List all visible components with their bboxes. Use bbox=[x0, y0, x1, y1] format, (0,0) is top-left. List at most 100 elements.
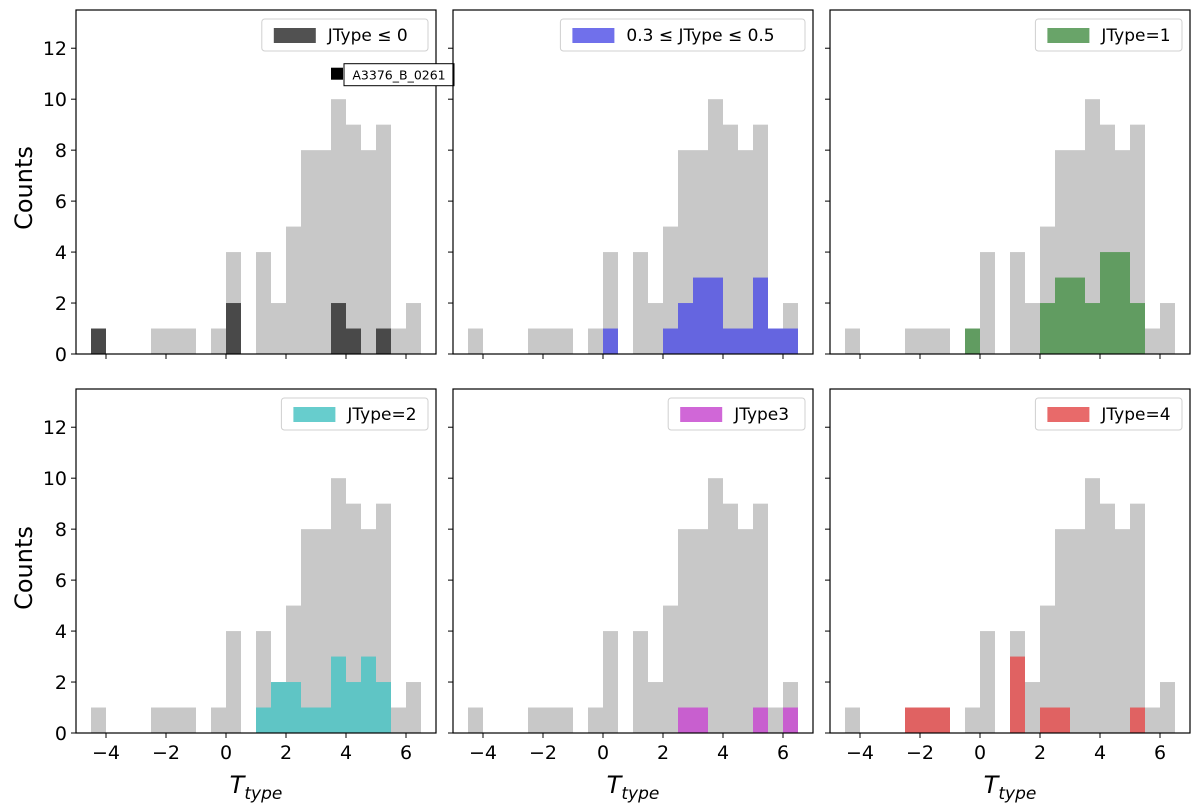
background-bar bbox=[151, 707, 166, 733]
subset-bar bbox=[1010, 656, 1025, 733]
panel-6: −4 −2 0 2 4 6 Ttype JType=4 bbox=[825, 388, 1191, 804]
panel-1: 0 2 4 6 8 10 12 JType ≤ 0 A3376_B_0261 bbox=[43, 9, 455, 366]
x-tick-label: 6 bbox=[1154, 742, 1166, 764]
background-bar bbox=[648, 682, 663, 733]
background-bar bbox=[603, 631, 618, 733]
subset-bar bbox=[678, 303, 693, 354]
background-bar bbox=[331, 99, 346, 355]
background-bar bbox=[376, 124, 391, 355]
ylabel-bottom: Counts bbox=[10, 526, 38, 610]
legend-swatch bbox=[572, 28, 615, 43]
y-tick-label: 2 bbox=[55, 672, 67, 694]
subset-bar bbox=[1130, 707, 1145, 733]
background-bar bbox=[1070, 529, 1085, 733]
background-bar bbox=[633, 252, 648, 354]
subset-bar bbox=[965, 328, 980, 354]
background-bar bbox=[1145, 328, 1160, 354]
subset-bar bbox=[286, 682, 301, 733]
annotation-marker bbox=[331, 67, 343, 80]
subset-bar bbox=[753, 277, 768, 354]
background-bar bbox=[406, 303, 421, 354]
x-axis-label-main: T bbox=[607, 771, 624, 799]
background-bar bbox=[588, 328, 603, 354]
background-bar bbox=[768, 707, 783, 733]
legend-label: JType=2 bbox=[346, 405, 416, 425]
subset-bar bbox=[1085, 303, 1100, 354]
subset-bar bbox=[1040, 707, 1055, 733]
x-axis-label: Ttype bbox=[607, 771, 660, 804]
subset-bar bbox=[226, 303, 241, 354]
background-bar bbox=[91, 707, 106, 733]
annotation-label: A3376_B_0261 bbox=[352, 68, 445, 83]
y-tick-label: 10 bbox=[43, 89, 67, 111]
x-axis-label: Ttype bbox=[230, 771, 283, 804]
background-bar bbox=[211, 707, 226, 733]
background-bar bbox=[271, 303, 286, 354]
axes-frame bbox=[75, 9, 437, 355]
x-tick-label: 2 bbox=[280, 742, 292, 764]
background-bar bbox=[468, 328, 483, 354]
subset-bar bbox=[738, 328, 753, 354]
panels-layer: 0 2 4 6 8 10 12 JType ≤ 0 A3376_B_0261 0.3 ≤ JTyp… bbox=[43, 9, 1191, 804]
x-tick-label: 0 bbox=[974, 742, 986, 764]
subset-bar bbox=[1115, 252, 1130, 354]
background-bar bbox=[391, 328, 406, 354]
axes-frame bbox=[829, 388, 1191, 734]
background-bar bbox=[543, 707, 558, 733]
x-axis-label: Ttype bbox=[984, 771, 1037, 804]
background-bar bbox=[543, 328, 558, 354]
y-tick-label: 2 bbox=[55, 293, 67, 315]
background-bar bbox=[376, 503, 391, 733]
y-tick-label: 10 bbox=[43, 468, 67, 490]
background-bar bbox=[678, 529, 693, 733]
y-tick-label: 6 bbox=[55, 191, 67, 213]
y-tick-label: 6 bbox=[55, 570, 67, 592]
axes-frame bbox=[75, 388, 437, 734]
background-bar bbox=[301, 150, 316, 354]
background-bar bbox=[935, 328, 950, 354]
background-bar bbox=[316, 150, 331, 354]
legend-label: JType=4 bbox=[1100, 405, 1170, 425]
panel-4: 0 2 4 6 8 10 12 −4 −2 0 2 4 6 Ttype JType=2 bbox=[43, 388, 437, 804]
subset-bar bbox=[783, 707, 798, 733]
background-bar bbox=[905, 328, 920, 354]
legend-swatch bbox=[680, 407, 723, 422]
background-bar bbox=[286, 226, 301, 354]
x-tick-label: 0 bbox=[597, 742, 609, 764]
background-bar bbox=[738, 150, 753, 354]
x-tick-label: 6 bbox=[400, 742, 412, 764]
subset-bar bbox=[1100, 252, 1115, 354]
y-tick-label: 4 bbox=[55, 242, 67, 264]
background-bar bbox=[920, 328, 935, 354]
subset-bar bbox=[678, 707, 693, 733]
background-bar bbox=[406, 682, 421, 733]
subset-bar bbox=[783, 328, 798, 354]
ylabel-top: Counts bbox=[10, 146, 38, 230]
axes-frame bbox=[452, 9, 814, 355]
background-bar bbox=[256, 252, 271, 354]
x-tick-label: −2 bbox=[906, 742, 934, 764]
x-tick-label: 0 bbox=[220, 742, 232, 764]
x-tick-label: −2 bbox=[152, 742, 180, 764]
subset-bar bbox=[1040, 303, 1055, 354]
background-bar bbox=[391, 707, 406, 733]
legend-swatch bbox=[293, 407, 336, 422]
legend-box bbox=[559, 18, 806, 52]
annotation-box bbox=[343, 63, 455, 87]
background-bar bbox=[166, 328, 181, 354]
background-bar bbox=[468, 707, 483, 733]
background-bar bbox=[845, 328, 860, 354]
subset-bar bbox=[1070, 277, 1085, 354]
axes-frame bbox=[829, 9, 1191, 355]
background-bar bbox=[346, 503, 361, 733]
subset-bar bbox=[935, 707, 950, 733]
subset-bar bbox=[723, 328, 738, 354]
background-bar bbox=[1145, 707, 1160, 733]
background-bar bbox=[648, 303, 663, 354]
background-bar bbox=[965, 707, 980, 733]
subset-bar bbox=[693, 707, 708, 733]
background-bar bbox=[181, 328, 196, 354]
background-bar bbox=[1115, 529, 1130, 733]
background-bar bbox=[663, 605, 678, 733]
background-bar bbox=[558, 707, 573, 733]
